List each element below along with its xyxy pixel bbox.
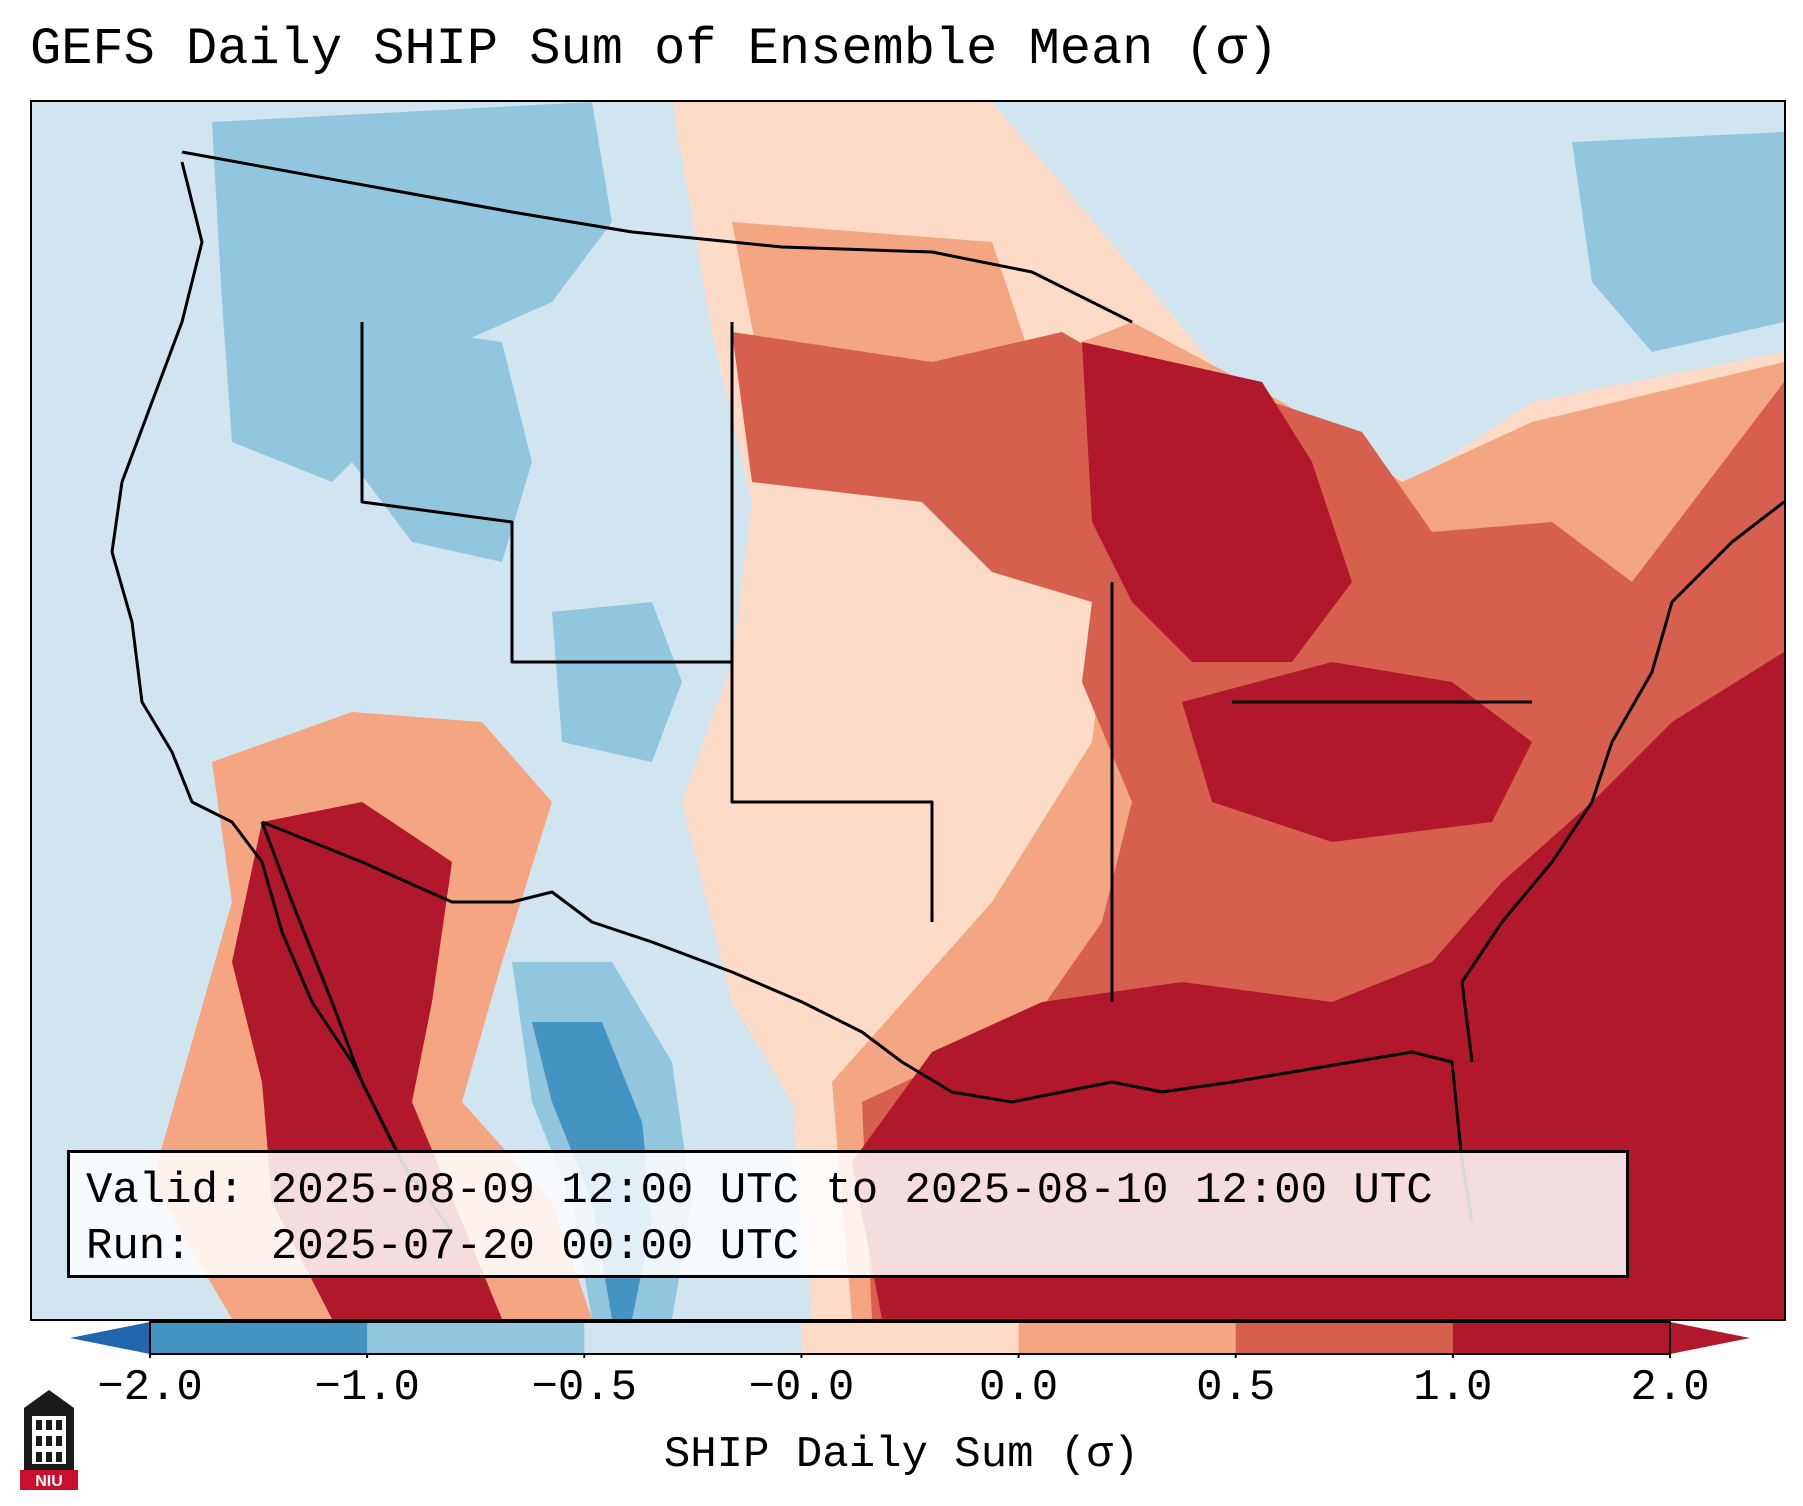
colorbar-tick-label: 0.5 <box>1196 1363 1276 1413</box>
west-coastline <box>110 161 414 1183</box>
east-coastline <box>1460 500 1784 1063</box>
political-boundaries <box>110 150 1784 1233</box>
anomaly-region-northwest-negative <box>212 102 612 482</box>
valid-value: 2025-08-09 12:00 UTC to 2025-08-10 12:00… <box>270 1166 1433 1216</box>
map-title: GEFS Daily SHIP Sum of Ensemble Mean (σ) <box>30 20 1279 79</box>
colorbar-ticks <box>149 1354 1671 1358</box>
university-tower-icon: NIU <box>20 1390 78 1490</box>
colorbar-segment <box>367 1322 585 1354</box>
anomaly-region-extreme-positive <box>1082 342 1352 662</box>
anomaly-region-colorado-negative <box>552 602 682 762</box>
colorbar-label: SHIP Daily Sum (σ) <box>663 1430 1140 1480</box>
colorbar-outline <box>149 1321 1671 1355</box>
state-border-rockies <box>360 322 732 664</box>
valid-label: Valid: <box>86 1166 245 1216</box>
svg-text:NIU: NIU <box>35 1473 63 1490</box>
valid-run-info-box: Valid: 2025-08-09 12:00 UTC to 2025-08-1… <box>67 1150 1629 1278</box>
anomaly-region-rockies-negative <box>352 322 532 562</box>
state-border-plains <box>730 322 934 922</box>
colorbar-segment <box>584 1322 802 1354</box>
colorbar-under-arrow <box>70 1322 150 1354</box>
run-label: Run: <box>86 1222 192 1272</box>
us-canada-border <box>181 150 1133 324</box>
colorbar-tick-label: −0.5 <box>531 1363 638 1413</box>
colorbar-segment <box>1235 1322 1454 1354</box>
colorbar-tick-label: 1.0 <box>1413 1363 1493 1413</box>
colorbar-over-arrow <box>1670 1322 1750 1354</box>
colorbar-tick-label: −0.0 <box>748 1363 855 1413</box>
colorbar-segments <box>150 1322 1671 1354</box>
anomaly-region-east-canada-negative <box>1572 132 1784 352</box>
colorbar-segment <box>1018 1322 1237 1354</box>
colorbar-tick-label: −1.0 <box>314 1363 420 1413</box>
us-mexico-border <box>261 820 863 1034</box>
anomaly-map <box>32 102 1784 1319</box>
colorbar <box>70 1321 1750 1358</box>
colorbar-segment <box>801 1322 1020 1354</box>
gulf-coastline <box>861 1030 1474 1223</box>
colorbar-tick-label: 0.0 <box>978 1363 1059 1413</box>
run-value: 2025-07-20 00:00 UTC <box>270 1222 799 1272</box>
map-panel <box>30 100 1786 1321</box>
anomaly-region-ohio-valley <box>1182 662 1532 842</box>
colorbar-segment <box>1452 1322 1671 1354</box>
colorbar-tick-label: −2.0 <box>97 1363 203 1413</box>
colorbar-tick-label: 2.0 <box>1630 1363 1710 1413</box>
colorbar-segment <box>150 1322 368 1354</box>
